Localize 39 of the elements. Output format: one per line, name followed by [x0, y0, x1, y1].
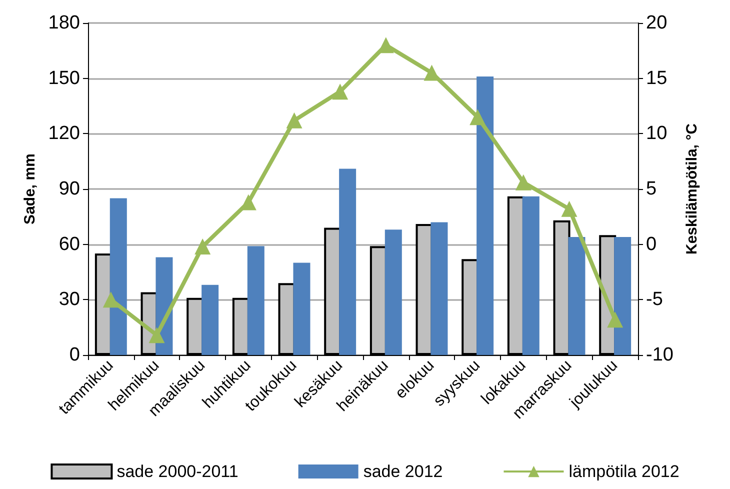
- y2-axis-title: Keskilämpötila, °C: [683, 123, 700, 255]
- point: [332, 84, 348, 100]
- point: [286, 112, 302, 128]
- y2-tick-label: -5: [646, 289, 663, 310]
- y-tick-label: 120: [48, 123, 80, 144]
- y2-tick-label: 5: [646, 178, 657, 200]
- point: [515, 174, 532, 190]
- point: [607, 312, 624, 328]
- point: [561, 200, 578, 217]
- bar: [339, 168, 356, 355]
- y-tick-label: 180: [48, 12, 80, 34]
- legend-label: sade 2012: [363, 462, 443, 481]
- y2-tick-label: 10: [646, 123, 668, 144]
- bar: [614, 236, 632, 355]
- y-tick-label: 150: [48, 68, 80, 89]
- bar: [202, 284, 219, 355]
- bar: [430, 222, 448, 355]
- bar: [476, 76, 494, 355]
- bar: [384, 230, 402, 355]
- y-tick-label: 30: [58, 289, 80, 310]
- bar: [110, 198, 127, 355]
- point: [194, 238, 211, 255]
- y2-tick-label: 0: [646, 234, 657, 255]
- y-tick-label: 60: [58, 234, 80, 255]
- y-axis-title: Sade, mm: [21, 154, 38, 224]
- y-tick-label: 0: [69, 344, 80, 366]
- point: [148, 327, 165, 344]
- point: [470, 109, 486, 126]
- bar: [568, 236, 586, 355]
- legend-label: lämpötila 2012: [568, 462, 680, 481]
- y2-tick-label: 15: [646, 68, 668, 89]
- y-tick-label: 90: [58, 178, 80, 200]
- bar: [293, 262, 310, 355]
- y2-tick-label: 20: [646, 12, 668, 34]
- bar: [522, 196, 540, 355]
- y2-tick-label: -10: [646, 344, 674, 366]
- legend-label: sade 2000-2011: [116, 462, 238, 481]
- point: [102, 292, 119, 308]
- bar: [247, 246, 264, 355]
